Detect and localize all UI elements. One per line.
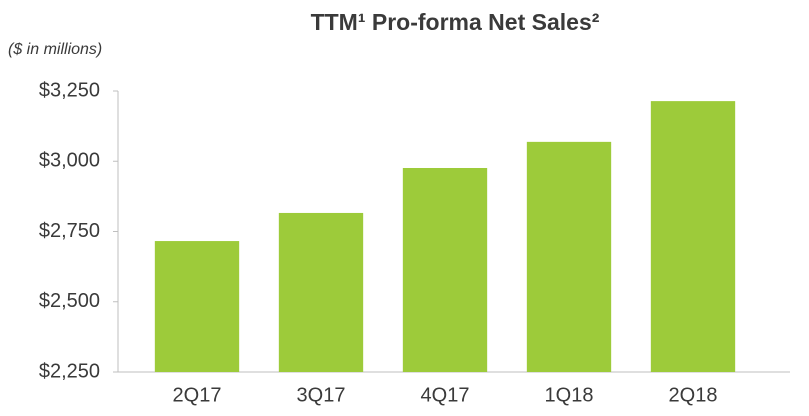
bar [278, 212, 364, 372]
y-tick-label: $3,250 [39, 79, 100, 101]
chart-title: TTM¹ Pro-forma Net Sales² [311, 9, 600, 35]
x-tick-label: 4Q17 [421, 384, 470, 406]
y-tick-label: $2,250 [39, 360, 100, 382]
bar [154, 241, 240, 372]
x-tick-label: 2Q17 [173, 384, 222, 406]
bar [650, 101, 736, 372]
bar [402, 167, 488, 372]
x-tick-label: 2Q18 [669, 384, 718, 406]
x-tick-label: 1Q18 [545, 384, 594, 406]
bar [526, 141, 612, 372]
y-tick-label: $2,500 [39, 290, 100, 312]
y-tick-label: $3,000 [39, 150, 100, 172]
x-tick-label: 3Q17 [297, 384, 346, 406]
chart-subtitle: ($ in millions) [8, 41, 102, 58]
y-tick-label: $2,750 [39, 220, 100, 242]
